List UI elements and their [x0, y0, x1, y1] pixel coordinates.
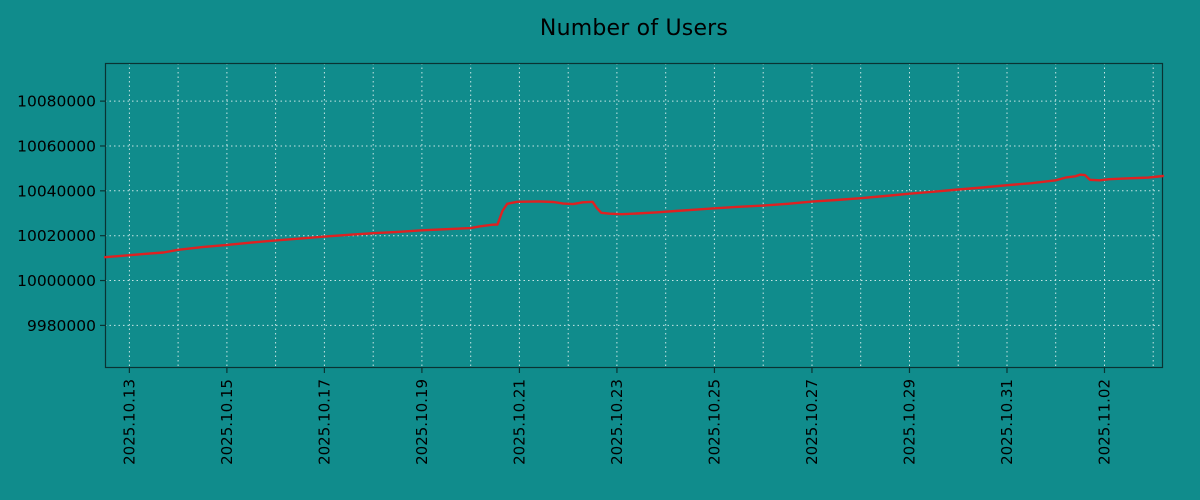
- y-tick-label: 10060000: [17, 137, 96, 155]
- y-tick-label: 9980000: [27, 317, 96, 335]
- x-tick-label: 2025.10.25: [705, 379, 723, 465]
- y-tick-label: 10020000: [17, 227, 96, 245]
- y-tick-label: 10080000: [17, 93, 96, 111]
- plot-border: [104, 62, 1164, 369]
- x-tick-label: 2025.10.21: [510, 379, 528, 465]
- x-tick-label: 2025.10.27: [803, 379, 821, 465]
- series-line: [103, 173, 1165, 259]
- chart-title: Number of Users: [539, 16, 729, 41]
- x-tick-label: 2025.10.23: [608, 379, 626, 465]
- x-tick-label: 2025.10.13: [120, 379, 138, 465]
- x-tick-label: 2025.10.29: [900, 379, 918, 465]
- x-tick-label: 2025.10.19: [413, 379, 431, 465]
- y-tick-label: 10040000: [17, 182, 96, 200]
- x-tick-label: 2025.10.17: [315, 379, 333, 465]
- x-tick-label: 2025.10.15: [218, 379, 236, 465]
- y-tick-label: 10000000: [17, 272, 96, 290]
- x-tick-label: 2025.10.31: [998, 379, 1016, 465]
- x-tick-label: 2025.11.02: [1095, 379, 1113, 465]
